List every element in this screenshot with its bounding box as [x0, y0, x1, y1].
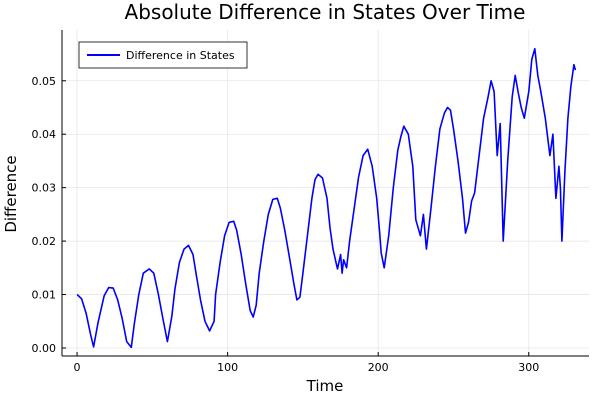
y-tick-label: 0.02 [32, 235, 57, 248]
legend-label: Difference in States [126, 49, 235, 62]
x-tick-label: 100 [217, 361, 238, 374]
x-tick-label: 0 [74, 361, 81, 374]
ticks: 0 100 200 300 0.00 0.01 0.02 0.03 0.04 0.05 [32, 75, 540, 374]
y-tick-label: 0.04 [32, 128, 57, 141]
y-tick-label: 0.00 [32, 342, 57, 355]
x-axis-label: Time [306, 377, 344, 395]
series-group [76, 47, 577, 349]
x-tick-label: 300 [518, 361, 539, 374]
series-line [76, 47, 577, 349]
axes [61, 30, 589, 357]
legend: Difference in States [78, 41, 248, 69]
chart-title: Absolute Difference in States Over Time [125, 0, 526, 24]
x-tick-label: 200 [368, 361, 389, 374]
y-tick-label: 0.05 [32, 75, 57, 88]
y-axis-label: Difference [2, 155, 20, 232]
y-tick-label: 0.03 [32, 182, 57, 195]
y-tick-label: 0.01 [32, 289, 57, 302]
